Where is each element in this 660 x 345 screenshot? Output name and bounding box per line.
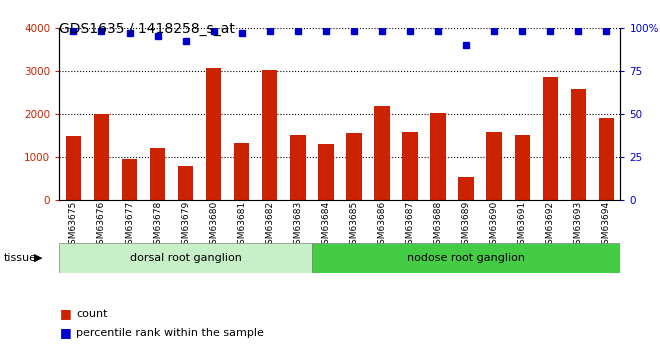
Bar (59, 243, 312, 273)
Bar (206, 68, 221, 200)
Bar (599, 118, 614, 200)
Bar (543, 77, 558, 200)
Text: GSM63684: GSM63684 (321, 201, 331, 250)
Text: GSM63678: GSM63678 (153, 201, 162, 250)
Text: GSM63691: GSM63691 (517, 201, 527, 250)
Text: GSM63687: GSM63687 (405, 201, 414, 250)
Text: GSM63689: GSM63689 (461, 201, 471, 250)
Bar (66, 136, 81, 200)
Bar (150, 148, 165, 200)
Text: dorsal root ganglion: dorsal root ganglion (129, 253, 242, 263)
Bar (486, 132, 502, 200)
Text: ■: ■ (59, 326, 71, 339)
Text: GSM63682: GSM63682 (265, 201, 275, 250)
Text: ■: ■ (59, 307, 71, 321)
Text: GSM63686: GSM63686 (378, 201, 387, 250)
Text: GSM63688: GSM63688 (434, 201, 443, 250)
Bar (515, 135, 530, 200)
Text: GSM63677: GSM63677 (125, 201, 134, 250)
Bar (178, 166, 193, 200)
Text: GSM63680: GSM63680 (209, 201, 218, 250)
Bar (430, 114, 446, 200)
Bar (374, 106, 389, 200)
Text: GSM63675: GSM63675 (69, 201, 78, 250)
Text: tissue: tissue (3, 253, 36, 263)
Text: GSM63690: GSM63690 (490, 201, 499, 250)
Text: count: count (76, 309, 108, 319)
Text: GSM63694: GSM63694 (602, 201, 611, 250)
Bar (459, 177, 474, 200)
Text: GSM63683: GSM63683 (293, 201, 302, 250)
Bar (403, 132, 418, 200)
Bar (571, 89, 586, 200)
Text: ▶: ▶ (34, 253, 43, 263)
Text: GSM63692: GSM63692 (546, 201, 555, 250)
Bar (346, 133, 362, 200)
Text: GDS1635 / 1418258_s_at: GDS1635 / 1418258_s_at (59, 22, 235, 37)
Text: GSM63681: GSM63681 (237, 201, 246, 250)
Text: GSM63679: GSM63679 (181, 201, 190, 250)
Text: percentile rank within the sample: percentile rank within the sample (76, 328, 264, 338)
Bar (234, 143, 249, 200)
Text: GSM63676: GSM63676 (97, 201, 106, 250)
Bar (262, 70, 277, 200)
Text: GSM63693: GSM63693 (574, 201, 583, 250)
Bar (312, 243, 620, 273)
Bar (290, 135, 306, 200)
Bar (318, 144, 333, 200)
Bar (94, 114, 109, 200)
Text: nodose root ganglion: nodose root ganglion (407, 253, 525, 263)
Text: GSM63685: GSM63685 (349, 201, 358, 250)
Bar (122, 159, 137, 200)
